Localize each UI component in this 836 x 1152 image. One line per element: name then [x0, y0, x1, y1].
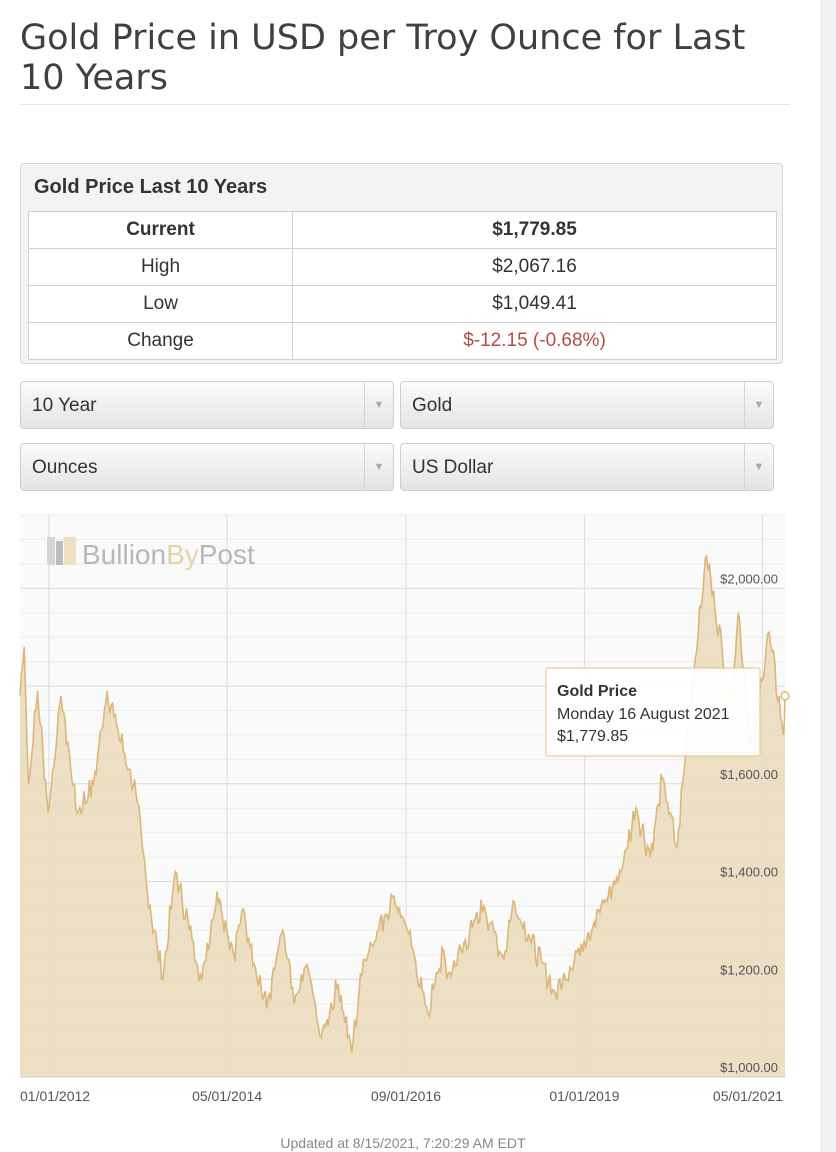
row-value: $1,779.85 — [292, 211, 777, 249]
x-tick-label: 09/01/2016 — [371, 1088, 441, 1104]
period-select[interactable]: 10 Year ▼ — [20, 381, 394, 429]
logo-bar-dark — [56, 541, 63, 565]
tooltip-date: Monday 16 August 2021 — [557, 706, 730, 723]
chevron-down-icon: ▼ — [364, 382, 393, 428]
page-scrollbar[interactable] — [821, 0, 836, 1152]
currency-select-value: US Dollar — [412, 457, 494, 478]
y-tick-label: $1,400.00 — [720, 865, 778, 880]
logo-word-3: Post — [199, 539, 255, 570]
row-label: High — [28, 248, 293, 286]
tooltip-title: Gold Price — [557, 683, 637, 700]
updated-timestamp: Updated at 8/15/2021, 7:20:29 AM EDT — [280, 1135, 526, 1151]
change-value: $-12.15 (-0.68%) — [292, 322, 777, 360]
chevron-down-icon: ▼ — [744, 382, 773, 428]
y-tick-label: $2,000.00 — [720, 571, 778, 586]
tooltip-box — [545, 667, 761, 757]
table-row: High $2,067.16 — [28, 248, 777, 286]
table-row: Change $-12.15 (-0.68%) — [28, 322, 777, 360]
logo-bar-gold — [64, 537, 76, 565]
hover-point — [780, 691, 790, 701]
x-axis-labels: 01/01/2012 05/01/2014 09/01/2016 01/01/2019… — [20, 1088, 783, 1104]
y-tick-label: $1,000.00 — [720, 1060, 778, 1075]
currency-select[interactable]: US Dollar ▼ — [400, 443, 774, 491]
row-value: $2,067.16 — [292, 248, 777, 286]
y-tick-label: $1,600.00 — [720, 767, 778, 782]
logo-word-1: Bullion — [82, 539, 166, 570]
row-label: Low — [28, 285, 293, 323]
tooltip-value: $1,779.85 — [557, 728, 628, 745]
tooltip: Gold Price Monday 16 August 2021 $1,779.… — [545, 667, 761, 757]
metal-select[interactable]: Gold ▼ — [400, 381, 774, 429]
row-value: $1,049.41 — [292, 285, 777, 323]
price-summary-panel: Gold Price Last 10 Years Current $1,779.… — [20, 163, 783, 364]
logo-text: BullionByPost — [82, 539, 255, 570]
chevron-down-icon: ▼ — [364, 444, 393, 490]
summary-table: Current $1,779.85 High $2,067.16 Low $1,… — [28, 211, 777, 360]
y-tick-label: $1,200.00 — [720, 962, 778, 977]
row-label: Current — [28, 211, 293, 249]
chevron-down-icon: ▼ — [744, 444, 773, 490]
x-tick-label: 05/01/2014 — [192, 1088, 262, 1104]
table-row: Current $1,779.85 — [28, 211, 777, 249]
x-tick-label: 01/01/2012 — [20, 1088, 90, 1104]
period-select-value: 10 Year — [32, 395, 97, 416]
bullionbypost-logo: BullionByPost — [47, 537, 255, 570]
table-row: Low $1,049.41 — [28, 285, 777, 323]
summary-title: Gold Price Last 10 Years — [34, 176, 268, 198]
price-line — [19, 555, 786, 1053]
page-title: Gold Price in USD per Troy Ounce for Las… — [20, 18, 790, 105]
gold-price-chart[interactable]: BullionByPost $1,000.00 $1,200.00 $1,400.0… — [0, 510, 806, 1122]
metal-select-value: Gold — [412, 395, 453, 416]
x-tick-label: 05/01/2021 — [713, 1088, 783, 1104]
x-tick-label: 01/01/2019 — [549, 1088, 619, 1104]
logo-bar-grey — [47, 537, 55, 565]
price-area — [20, 555, 785, 1077]
row-label: Change — [28, 322, 293, 360]
y-axis-labels: $1,000.00 $1,200.00 $1,400.00 $1,600.00 $2,0… — [720, 571, 778, 1075]
unit-select-value: Ounces — [32, 457, 98, 478]
logo-word-2: By — [166, 539, 199, 570]
unit-select[interactable]: Ounces ▼ — [20, 443, 394, 491]
